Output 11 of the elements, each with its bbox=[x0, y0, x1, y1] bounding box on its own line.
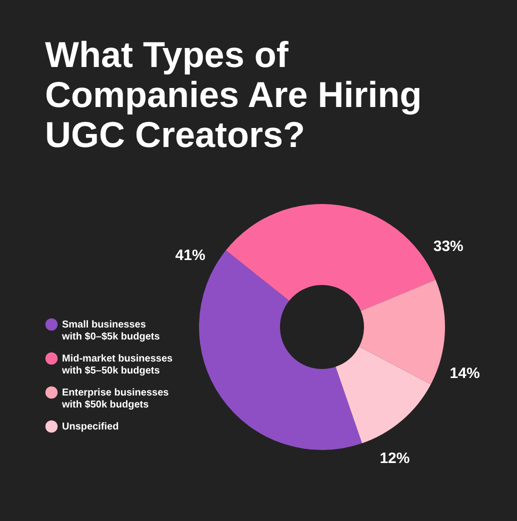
data-label: 41% bbox=[175, 247, 206, 264]
donut-slice bbox=[359, 280, 445, 384]
legend-label: Small businesses with $0–$5k budgets bbox=[61, 320, 160, 342]
legend-label: Enterprise businesses with $50k budgets bbox=[61, 388, 170, 410]
data-label: 12% bbox=[380, 450, 410, 468]
data-label: 33% bbox=[433, 238, 464, 256]
legend-label: Mid-market businesses with $5–50k budgets bbox=[61, 354, 174, 376]
legend-label: Unspecified bbox=[62, 422, 119, 432]
chart-title: What Types of Companies Are Hiring UGC Creators? bbox=[45, 34, 422, 155]
data-label: 14% bbox=[450, 364, 480, 382]
donut-slice bbox=[336, 346, 431, 444]
